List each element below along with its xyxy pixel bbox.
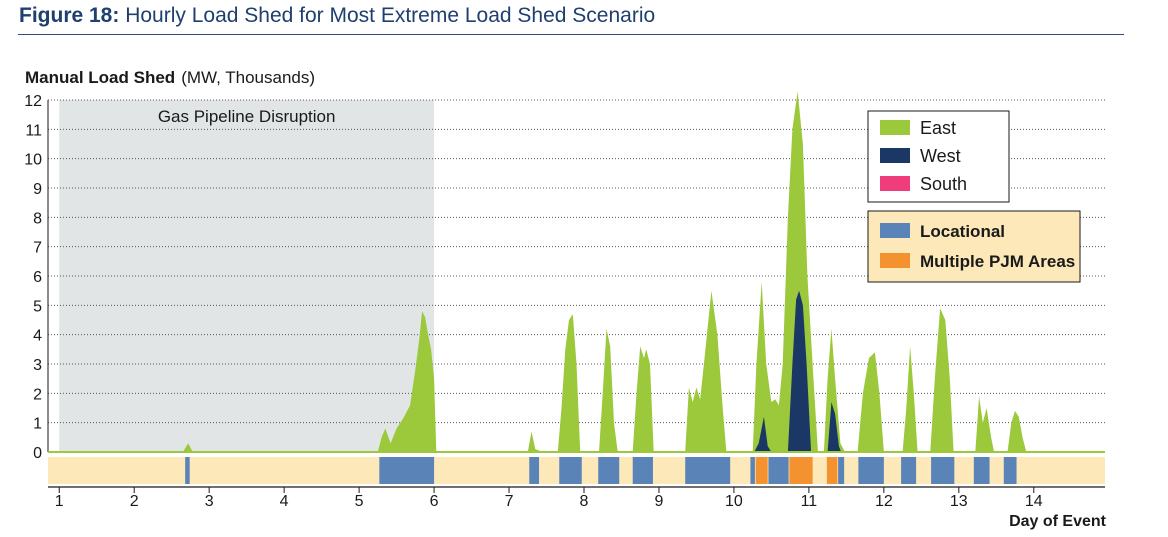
event-segment-locational [1003,457,1017,484]
event-segment-locational [379,457,435,484]
legend-swatch-locational [880,223,910,238]
event-segment-locational [931,457,955,484]
x-tick-label: 10 [725,493,743,510]
legend-label-multiple-pjm-areas: Multiple PJM Areas [920,252,1075,271]
event-segment-locational [559,457,582,484]
event-segment-locational [901,457,917,484]
x-tick-label: 6 [430,493,439,510]
y-tick-label: 7 [33,240,42,257]
x-tick-label: 8 [580,493,589,510]
y-tick-label: 0 [33,445,42,462]
event-strip-segments [185,457,1017,484]
event-segment-multiple-pjm-areas [826,457,838,484]
x-tick-label: 3 [205,493,214,510]
event-segment-multiple-pjm-areas [755,457,768,484]
y-tick-label: 1 [33,416,42,433]
event-segment-locational [598,457,620,484]
figure-title: Figure 18: Hourly Load Shed for Most Ext… [19,4,655,28]
event-legend: Locational Multiple PJM Areas [867,210,1081,283]
legend-swatch-east [880,120,910,135]
y-tick-label: 12 [24,93,42,110]
y-axis-label: Manual Load Shed (MW, Thousands) [25,68,315,87]
x-tick-label: 9 [655,493,664,510]
y-tick-label: 11 [25,122,42,139]
legend-swatch-multiple-pjm-areas [880,253,910,268]
y-tick-label: 4 [33,328,42,345]
event-segment-locational [529,457,540,484]
legend-label-south: South [920,174,967,194]
x-tick-label: 1 [55,493,64,510]
event-segment-locational [685,457,731,484]
y-axis-label-units: (MW, Thousands) [181,68,315,87]
title-rule [18,34,1124,35]
y-tick-label: 8 [33,210,42,227]
event-segment-locational [838,457,845,484]
event-segment-locational [632,457,653,484]
x-tick-label: 11 [801,493,818,510]
legend-swatch-south [880,176,910,191]
legend-label-east: East [920,118,956,138]
event-segment-locational [185,457,190,484]
event-segment-locational [973,457,990,484]
x-tick-label: 12 [875,493,893,510]
event-segment-locational [750,457,755,484]
y-tick-label: 10 [24,152,42,169]
x-axis-label: Day of Event [1009,513,1107,530]
x-tick-label: 2 [130,493,139,510]
series-area-west [754,290,842,452]
x-tick-label: 14 [1025,493,1043,510]
event-segment-locational [858,457,884,484]
legend-label-locational: Locational [920,222,1005,241]
series-legend: East West South [867,110,1010,203]
gas-pipeline-disruption-label: Gas Pipeline Disruption [158,107,336,126]
series-areas [182,91,1027,452]
series-area-east [182,91,1027,452]
x-tick-labels: 1 2 3 4 5 6 7 8 9 10 11 12 13 14 [55,487,1043,510]
y-tick-label: 2 [33,386,42,403]
x-tick-label: 5 [355,493,364,510]
figure-caption: Hourly Load Shed for Most Extreme Load S… [125,4,656,27]
event-segment-locational [768,457,789,484]
event-segment-multiple-pjm-areas [789,457,813,484]
legend-label-west: West [920,146,961,166]
legend-swatch-west [880,148,910,163]
y-tick-label: 3 [33,357,42,374]
y-tick-label: 5 [33,298,42,315]
x-tick-label: 4 [280,493,289,510]
x-tick-label: 7 [505,493,514,510]
y-tick-label: 6 [33,269,42,286]
figure-number: Figure 18: [19,4,120,27]
y-tick-label: 9 [33,181,42,198]
y-axis-label-main: Manual Load Shed [25,68,175,87]
x-tick-label: 13 [950,493,968,510]
